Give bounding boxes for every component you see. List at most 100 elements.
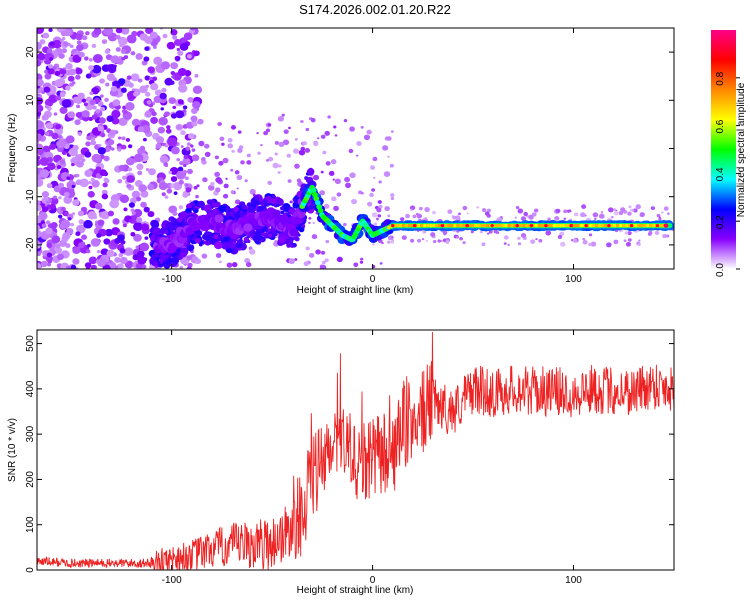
spectrogram-cell	[133, 222, 143, 232]
spectrogram-cell	[453, 223, 457, 228]
spectrogram-cell	[317, 208, 324, 214]
spectrogram-cell	[105, 82, 110, 87]
spectrogram-cell	[278, 164, 282, 168]
spectrogram-cell	[164, 111, 170, 117]
spectrogram-cell	[146, 100, 152, 105]
spectrogram-cell	[85, 141, 91, 147]
spectrogram-cell	[53, 112, 58, 116]
spectrogram-cell	[95, 108, 101, 114]
spectrogram-cell	[594, 223, 599, 228]
x-tick-label: -100	[162, 274, 182, 285]
spectrogram-cell	[76, 40, 82, 45]
spectrogram-cell	[268, 156, 274, 162]
spectrogram-cell	[265, 128, 271, 133]
spectrogram-cell	[175, 110, 185, 119]
colorbar-gradient	[711, 30, 736, 269]
spectrogram-cell	[71, 163, 75, 167]
spectrogram-cell	[186, 266, 192, 269]
spectrogram-cell	[450, 223, 454, 228]
spectrogram-cell	[625, 241, 632, 247]
x-tick-label: 0	[370, 274, 376, 285]
spectrogram-cell	[52, 39, 62, 49]
spectrogram-cell	[102, 182, 108, 188]
spectrogram-cell	[49, 143, 57, 150]
spectrogram-cell	[246, 239, 251, 244]
spectrogram-cell	[168, 170, 173, 174]
spectrogram-cell	[621, 223, 626, 228]
spectrogram-cell	[37, 104, 44, 113]
spectrogram-cell	[306, 168, 315, 175]
spectrogram-cell	[177, 50, 184, 56]
spectrogram-cell	[384, 206, 390, 212]
spectrogram-cell	[117, 234, 125, 242]
spectrogram-cell	[95, 166, 102, 172]
spectrogram-cell	[481, 242, 486, 247]
spectrogram-cell	[143, 56, 150, 62]
spectrogram-cell	[135, 196, 142, 202]
spectrogram-cell	[447, 209, 453, 214]
spectrogram-cell	[118, 252, 124, 258]
spectrogram-cell	[591, 223, 596, 228]
spectrogram-cell	[103, 238, 111, 245]
spectrogram-cell	[40, 260, 48, 268]
spectrogram-cell	[480, 223, 484, 228]
spectrogram-cell	[37, 120, 44, 129]
spectrogram-cell	[377, 200, 382, 204]
spectrogram-cell	[321, 260, 326, 265]
spectrogram-cell	[223, 183, 229, 189]
spectrogram-cell	[267, 228, 272, 232]
spectrogram-cell	[515, 224, 520, 228]
spectrogram-cell	[466, 212, 469, 215]
spectrogram-cell	[215, 177, 222, 184]
spectrogram-cell	[176, 47, 181, 52]
spectrogram-cell	[144, 91, 151, 97]
spectrogram-cell	[114, 265, 119, 269]
spectrogram-cell	[127, 167, 132, 172]
spectrogram-cell	[145, 28, 154, 35]
spectrogram-cell	[215, 253, 222, 258]
spectrogram-cell	[38, 212, 48, 221]
spectrogram-cell	[147, 210, 155, 218]
spectrogram-cell	[416, 213, 423, 219]
spectrogram-cell	[333, 125, 337, 129]
spectrogram-cell	[658, 216, 662, 219]
spectrogram-cell	[430, 232, 436, 237]
spectrogram-cell	[192, 100, 201, 109]
spectrogram-cell	[272, 195, 277, 199]
spectrogram-cell	[424, 217, 428, 220]
spectrogram-cell	[127, 144, 133, 149]
spectrogram-cell	[46, 200, 50, 204]
spectrogram-cell	[390, 240, 395, 244]
spectrogram-cell	[555, 223, 560, 228]
spectrogram-cell	[60, 206, 66, 212]
spectrogram-cell	[130, 51, 136, 56]
spectrogram-cell	[91, 114, 98, 120]
spectrogram-cell	[424, 206, 430, 213]
spectrogram-cell	[246, 153, 251, 158]
spectrogram-cell	[51, 235, 61, 244]
spectrogram-cell	[133, 233, 142, 242]
spectrogram-cell	[135, 53, 143, 60]
spectrogram-cell	[172, 35, 178, 40]
spectrogram-cell	[177, 166, 184, 172]
spectrogram-cell	[136, 163, 144, 171]
spectrogram-cell	[189, 236, 193, 240]
spectrogram-cell	[153, 227, 161, 234]
spectrogram-cell	[136, 250, 145, 258]
spectrogram-cell	[197, 200, 206, 208]
x-tick-label: 100	[565, 274, 582, 285]
spectrogram-cell	[104, 178, 110, 184]
spectrogram-cell	[59, 106, 68, 114]
spectrogram-x-label: Height of straight line (km)	[297, 285, 414, 296]
spectrogram-cell	[594, 217, 597, 220]
spectrogram-cell	[72, 258, 80, 265]
spectrogram-cell	[486, 223, 490, 228]
spectrogram-cell	[538, 239, 543, 243]
spectrogram-cell	[455, 235, 459, 239]
spectrogram-cell	[405, 213, 410, 219]
spectrogram-cell	[495, 231, 500, 235]
spectrogram-cell	[64, 29, 72, 37]
spectrogram-cell	[119, 248, 126, 254]
spectrogram-cell	[629, 208, 633, 212]
spectrogram-cell	[110, 85, 118, 92]
